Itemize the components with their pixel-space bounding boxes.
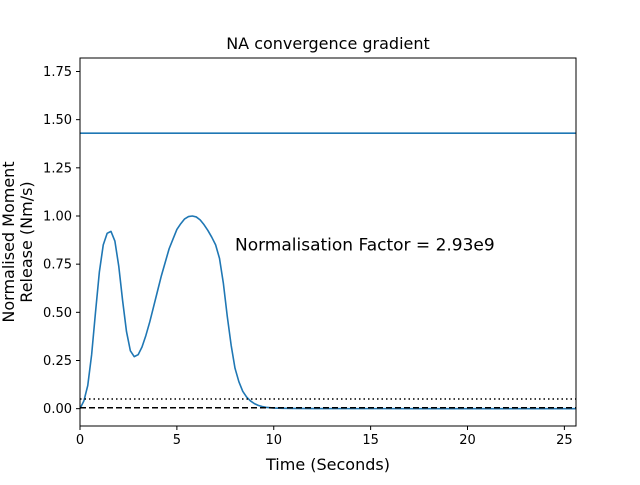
y-axis-label-line-1: Normalised Moment: [0, 161, 18, 322]
y-axis-label-line-2: Release (Nm/s): [17, 181, 36, 302]
x-axis-label: Time (Seconds): [265, 455, 390, 474]
chart-title: NA convergence gradient: [226, 34, 430, 53]
x-tick-label: 10: [265, 433, 282, 448]
normalisation-factor-annotation: Normalisation Factor = 2.93e9: [235, 236, 495, 256]
moment-release-curve: [80, 215, 576, 410]
y-tick-label: 1.50: [43, 113, 72, 128]
y-tick-label: 0.25: [43, 354, 72, 369]
y-tick-label: 0.75: [43, 258, 72, 273]
y-tick-label: 0.50: [43, 306, 72, 321]
x-tick-label: 0: [76, 433, 84, 448]
y-tick-label: 0.00: [43, 402, 72, 417]
axis-ticks: 0 5 10 15 20 25 0.00 0.25 0.50 0.75 1.00 1.25 1.50 1.…: [43, 65, 573, 448]
x-tick-label: 25: [556, 433, 573, 448]
plot-area: [80, 132, 576, 410]
axes-frame: [79, 57, 577, 427]
y-tick-label: 1.75: [43, 65, 72, 80]
x-tick-label: 15: [362, 433, 379, 448]
y-tick-label: 1.25: [43, 161, 72, 176]
y-tick-label: 1.00: [43, 209, 72, 224]
x-tick-label: 5: [173, 433, 181, 448]
x-tick-label: 20: [459, 433, 476, 448]
